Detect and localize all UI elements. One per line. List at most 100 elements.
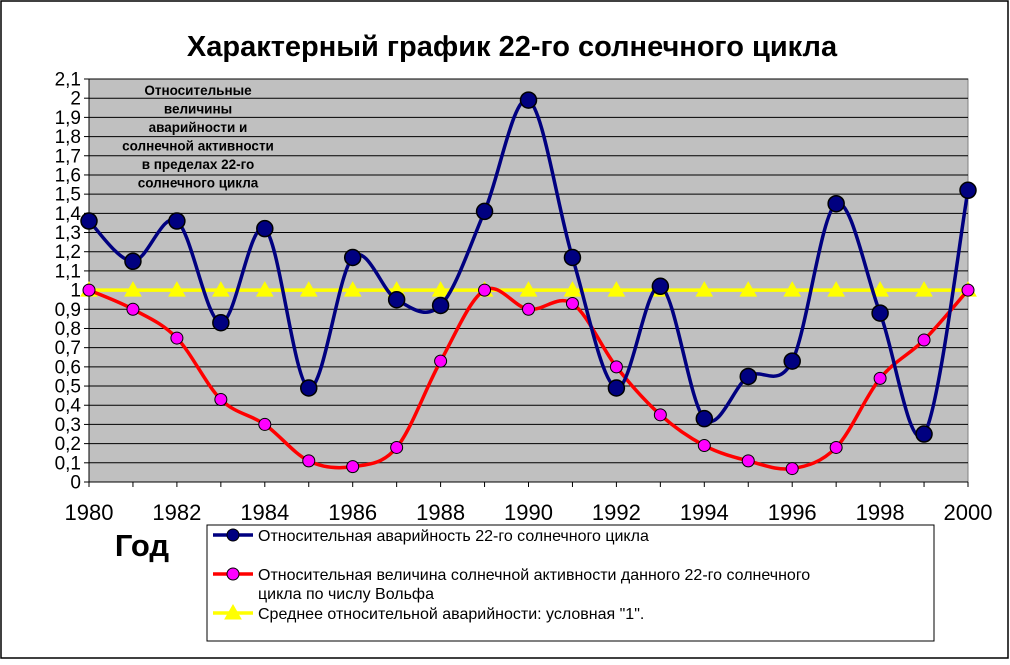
- average-series-point: [915, 281, 933, 297]
- y-tick-label: 1: [70, 281, 81, 302]
- annotation-line: величины: [164, 102, 232, 117]
- accident-series-point: [300, 379, 318, 397]
- legend-box: [206, 524, 935, 642]
- chart-title: Характерный график 22-го солнечного цикл…: [187, 31, 838, 63]
- accident-series-point: [475, 202, 494, 221]
- solar-series-point: [785, 462, 799, 476]
- average-series-point: [124, 281, 142, 297]
- annotation-line: в пределах 22-го: [142, 157, 255, 172]
- y-tick-label: 2: [70, 89, 81, 110]
- y-tick-label: 0,7: [55, 338, 81, 359]
- accident-series-point: [607, 379, 626, 397]
- annotation-line: солнечной активности: [122, 139, 274, 154]
- average-series-point: [871, 281, 889, 297]
- x-tick-label: 1984: [240, 500, 289, 525]
- accident-series-point: [827, 194, 845, 213]
- plot-area: [88, 78, 969, 483]
- y-tick-label: 0,3: [55, 415, 81, 436]
- solar-series-point: [126, 302, 140, 316]
- solar-series-point: [873, 371, 887, 385]
- legend-label-line: Относительная величина солнечной активно…: [258, 567, 810, 584]
- annotation-line: солнечного цикла: [138, 176, 259, 191]
- accident-series-point: [783, 352, 801, 370]
- accident-series-point: [871, 304, 889, 322]
- y-tick-label: 1,9: [55, 108, 81, 129]
- solar-series-point: [565, 297, 579, 311]
- y-tick-label: 0,4: [55, 396, 82, 417]
- solar-series-point: [917, 333, 931, 347]
- average-series-point: [695, 281, 714, 297]
- legend-label: Относительная величина солнечной активно…: [258, 567, 810, 603]
- legend-label-line: Относительная аварийность 22-го солнечно…: [258, 528, 649, 545]
- y-tick-label: 1,1: [55, 261, 81, 282]
- y-tick-label: 1,8: [55, 127, 81, 148]
- y-tick-label: 0: [70, 473, 81, 494]
- y-tick-label: 0,6: [55, 357, 81, 378]
- solar-series: [82, 283, 975, 476]
- legend-label: Среднее относительной аварийности: услов…: [258, 606, 644, 623]
- legend-label: Относительная аварийность 22-го солнечно…: [258, 528, 649, 545]
- y-tick-label: 1,6: [55, 165, 81, 186]
- y-tick-label: 1,2: [55, 242, 81, 263]
- y-tick-label: 0,2: [55, 434, 81, 455]
- x-tick-label: 1996: [768, 500, 817, 525]
- x-tick-label: 1998: [856, 500, 905, 525]
- series: [80, 91, 977, 476]
- average-series-point: [343, 281, 362, 297]
- average-series-point: [431, 281, 450, 297]
- solar-series-point: [434, 354, 448, 368]
- accident-series-point: [168, 212, 186, 230]
- x-axis: 1980 1982 1984 1986 1988 1990 1992 1994 1996 1998…: [65, 481, 993, 525]
- y-axis: 00,10,20,30,40,50,60,70,80,911,11,21,31,…: [55, 70, 90, 494]
- solar-series-point: [741, 454, 755, 468]
- solar-series-point: [302, 454, 316, 468]
- average-series-point: [783, 281, 802, 297]
- average-series-point: [607, 281, 626, 297]
- accident-series-point: [256, 219, 274, 238]
- solar-series-point: [609, 360, 623, 374]
- accident-series-point: [124, 252, 142, 271]
- y-tick-label: 2,1: [55, 70, 81, 91]
- solar-series-point: [522, 302, 535, 316]
- average-series-point: [519, 281, 538, 297]
- accident-series-point: [387, 290, 406, 309]
- solar-series-point: [697, 439, 711, 453]
- legend-label-line: цикла по числу Вольфа: [258, 586, 434, 603]
- legend-swatch-marker: [224, 603, 242, 620]
- solar-series-point: [170, 331, 184, 345]
- annotation-line: аварийности и: [149, 120, 248, 135]
- solar-series-point: [829, 440, 843, 454]
- x-tick-label: 1986: [328, 500, 377, 525]
- solar-series-point: [653, 408, 667, 422]
- average-series-point: [739, 281, 758, 297]
- accident-series: [80, 91, 977, 443]
- y-tick-label: 1,4: [55, 204, 82, 225]
- x-tick-label: 2000: [944, 500, 993, 525]
- average-series-point: [211, 281, 230, 297]
- x-tick-label: 1982: [152, 500, 201, 525]
- average-series-point: [827, 281, 846, 297]
- accident-series-point: [431, 296, 450, 315]
- accident-series-point: [959, 181, 977, 200]
- solar-series-point: [258, 417, 272, 431]
- y-tick-label: 0,1: [55, 453, 81, 474]
- legend-label-line: Среднее относительной аварийности: услов…: [258, 606, 644, 623]
- y-tick-label: 0,8: [55, 319, 81, 340]
- y-tick-label: 1,7: [55, 146, 81, 167]
- y-tick-label: 0,5: [55, 377, 81, 398]
- x-tick-label: 1980: [65, 500, 114, 525]
- x-tick-label: 1992: [592, 500, 641, 525]
- x-tick-label: 1988: [416, 500, 465, 525]
- accident-series-point: [651, 277, 670, 296]
- x-tick-label: 1994: [680, 500, 729, 525]
- average-series-point: [255, 281, 274, 297]
- accident-series-point: [915, 425, 933, 443]
- solar-series-point: [390, 440, 404, 454]
- x-axis-label: Год: [115, 528, 170, 563]
- average-series-point: [168, 281, 186, 297]
- y-tick-label: 1,5: [55, 185, 81, 206]
- solar-series-point: [214, 392, 228, 406]
- y-tick-label: 1,3: [55, 223, 81, 244]
